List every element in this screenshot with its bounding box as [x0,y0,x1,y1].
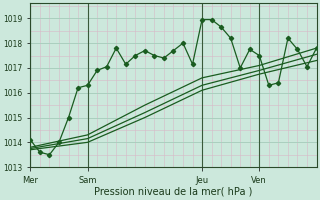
X-axis label: Pression niveau de la mer( hPa ): Pression niveau de la mer( hPa ) [94,187,252,197]
